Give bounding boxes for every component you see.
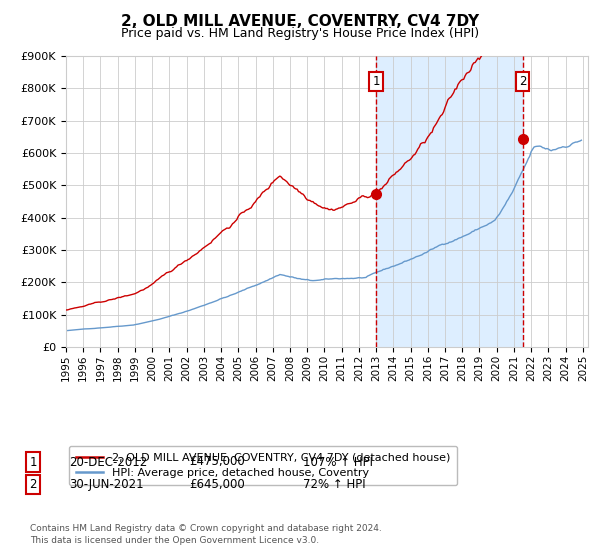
Text: 20-DEC-2012: 20-DEC-2012 <box>69 455 147 469</box>
Text: 2: 2 <box>29 478 37 491</box>
Text: 107% ↑ HPI: 107% ↑ HPI <box>303 455 373 469</box>
Text: 30-JUN-2021: 30-JUN-2021 <box>69 478 143 491</box>
Text: 72% ↑ HPI: 72% ↑ HPI <box>303 478 365 491</box>
Text: Contains HM Land Registry data © Crown copyright and database right 2024.
This d: Contains HM Land Registry data © Crown c… <box>30 524 382 545</box>
Bar <box>376 56 523 347</box>
Text: 2: 2 <box>519 76 526 88</box>
Text: £645,000: £645,000 <box>189 478 245 491</box>
Text: 1: 1 <box>373 76 380 88</box>
Text: £475,000: £475,000 <box>189 455 245 469</box>
Text: 2, OLD MILL AVENUE, COVENTRY, CV4 7DY: 2, OLD MILL AVENUE, COVENTRY, CV4 7DY <box>121 14 479 29</box>
Legend: 2, OLD MILL AVENUE, COVENTRY, CV4 7DY (detached house), HPI: Average price, deta: 2, OLD MILL AVENUE, COVENTRY, CV4 7DY (d… <box>69 446 457 485</box>
Text: Price paid vs. HM Land Registry's House Price Index (HPI): Price paid vs. HM Land Registry's House … <box>121 27 479 40</box>
Text: 1: 1 <box>29 455 37 469</box>
